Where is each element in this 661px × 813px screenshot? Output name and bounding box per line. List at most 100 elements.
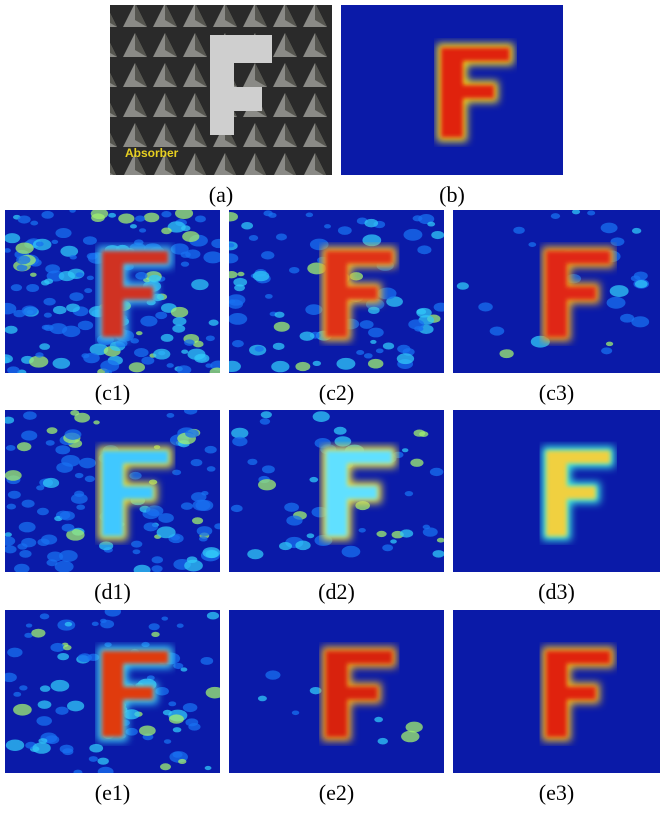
- image: [453, 410, 660, 572]
- panel: (e1): [2, 606, 225, 805]
- speckle: [184, 339, 194, 346]
- speckle: [249, 235, 258, 241]
- speckle: [18, 215, 31, 223]
- speckle: [310, 687, 322, 694]
- speckle: [135, 215, 145, 221]
- panel-label: (c3): [539, 380, 574, 405]
- speckle: [157, 526, 176, 538]
- speckle: [139, 228, 146, 232]
- panel-label: (c1): [95, 380, 130, 405]
- speckle: [61, 455, 80, 467]
- speckle: [130, 338, 139, 343]
- speckle: [431, 231, 444, 239]
- speckle: [0, 536, 15, 546]
- speckle: [33, 742, 51, 753]
- speckle: [2, 673, 17, 682]
- speckle: [201, 491, 208, 496]
- speckle: [292, 710, 299, 715]
- speckle: [417, 327, 423, 331]
- speckle: [223, 212, 238, 222]
- speckle: [4, 233, 20, 243]
- speckle: [21, 538, 36, 547]
- speckle: [22, 500, 35, 508]
- speckle: [100, 619, 107, 623]
- speckle: [178, 759, 186, 764]
- speckle: [360, 320, 374, 329]
- speckle: [265, 294, 273, 299]
- speckle: [134, 565, 151, 576]
- speckle: [171, 307, 188, 318]
- speckle: [247, 459, 257, 465]
- speckle: [258, 696, 267, 702]
- speckle: [606, 342, 613, 347]
- speckle: [551, 213, 560, 219]
- speckle: [139, 725, 156, 735]
- image: [0, 208, 227, 377]
- speckle: [38, 700, 52, 709]
- speckle: [228, 299, 243, 308]
- speckle: [181, 350, 188, 354]
- speckle: [163, 710, 172, 716]
- speckle: [36, 242, 44, 247]
- speckle: [134, 239, 143, 245]
- speckle: [222, 253, 238, 263]
- speckle: [45, 735, 59, 744]
- speckle: [41, 211, 53, 219]
- speckle: [261, 251, 274, 259]
- speckle: [368, 328, 384, 338]
- speckle: [279, 542, 292, 550]
- speckle: [305, 304, 322, 315]
- speckle: [89, 756, 98, 762]
- speckle: [177, 365, 192, 374]
- speckle: [46, 559, 57, 566]
- speckle: [490, 326, 505, 335]
- speckle: [98, 767, 114, 777]
- speckle: [71, 493, 88, 503]
- speckle: [205, 446, 217, 454]
- speckle: [153, 349, 170, 360]
- speckle: [60, 511, 75, 521]
- panel: (b): [341, 5, 563, 207]
- panel-label: (d3): [538, 579, 575, 604]
- speckle: [335, 436, 352, 446]
- speckle: [152, 556, 163, 563]
- speckle: [184, 406, 197, 414]
- panel-label: (d1): [94, 579, 131, 604]
- speckle: [237, 272, 244, 276]
- speckle: [23, 411, 37, 420]
- speckle: [572, 209, 580, 214]
- speckle: [91, 213, 105, 222]
- speckle: [67, 701, 84, 712]
- speckle: [161, 617, 168, 621]
- speckle: [140, 316, 157, 327]
- speckle: [364, 353, 373, 358]
- image: [222, 210, 448, 373]
- speckle: [181, 667, 188, 671]
- speckle: [356, 350, 364, 355]
- speckle: [175, 208, 193, 219]
- speckle: [155, 687, 169, 695]
- speckle: [313, 361, 321, 366]
- speckle: [406, 722, 423, 733]
- speckle: [197, 526, 213, 536]
- speckle: [87, 276, 94, 280]
- speckle: [30, 221, 38, 226]
- speckle: [231, 505, 243, 512]
- speckle: [144, 522, 158, 531]
- speckle: [191, 459, 203, 466]
- speckle: [30, 273, 37, 277]
- speckle: [181, 262, 189, 267]
- speckle: [199, 536, 208, 541]
- speckle: [129, 362, 145, 372]
- panel: (d1): [0, 406, 224, 604]
- speckle: [16, 242, 34, 253]
- speckle: [60, 246, 78, 257]
- speckle: [253, 271, 270, 281]
- speckle: [73, 770, 82, 776]
- speckle: [255, 346, 264, 352]
- speckle: [183, 703, 198, 712]
- speckle: [85, 476, 95, 482]
- speckle: [419, 431, 428, 437]
- speckle: [184, 560, 203, 572]
- speckle: [99, 541, 113, 550]
